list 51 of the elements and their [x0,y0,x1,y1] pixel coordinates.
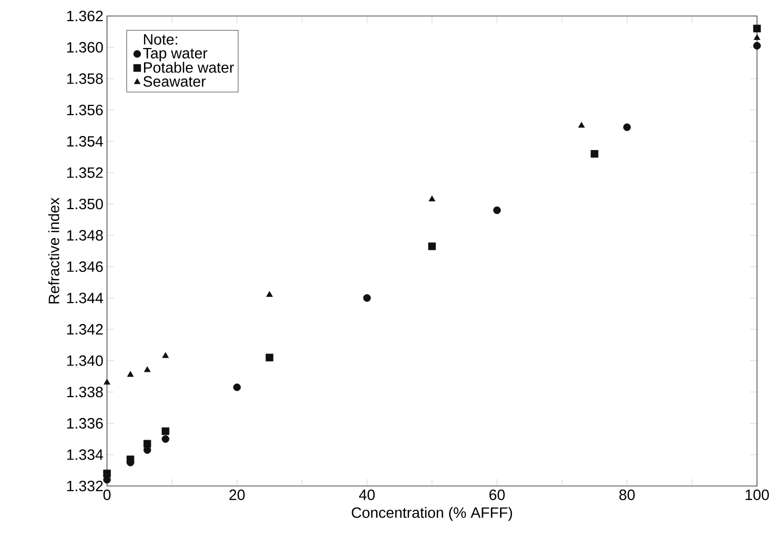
point [493,206,501,214]
point [266,354,274,362]
y-tick-label: 1.346 [67,261,103,272]
point [162,352,169,358]
point [126,456,134,464]
y-tick-label: 1.356 [67,104,103,116]
y-tick-label: 1.350 [67,198,103,210]
point [127,370,134,377]
legend-label: Potable water [144,62,234,73]
x-tick-label: 0 [103,490,111,500]
point [144,440,152,448]
point [753,42,761,50]
x-tick-label: 60 [489,490,505,500]
legend-title: Note: [144,34,178,45]
y-tick-label: 1.338 [67,386,103,398]
y-tick-label: 1.354 [67,136,104,147]
point [578,122,585,128]
x-tick-label: 40 [359,490,375,500]
legend-label: Tap water [143,48,208,62]
y-tick-label: 1.344 [67,292,104,304]
point [590,150,598,158]
y-tick-label: 1.340 [67,355,103,366]
legend-label: Seawater [143,76,206,87]
point [428,195,436,202]
point [428,242,436,250]
x-tick-label: 20 [229,490,245,500]
point [266,291,273,297]
y-tick-label: 1.336 [67,418,103,429]
y-tick-label: 1.334 [67,449,104,460]
point [753,24,761,32]
y-tick-label: 1.342 [67,324,103,335]
x-tick-label: 100 [746,490,769,500]
point [162,435,170,443]
y-tick-label: 1.362 [67,10,103,22]
point [363,294,371,302]
point [144,446,152,454]
point [233,384,241,392]
y-tick-label: 1.358 [67,73,103,84]
point [623,123,631,132]
point [144,366,151,372]
y-tick-label: 1.360 [67,42,103,53]
x-axis-title: Concentration (% AFFF) [352,506,512,521]
y-axis-title: Refractive index [48,198,60,304]
point [103,470,111,478]
y-tick-label: 1.352 [67,167,103,178]
y-tick-label: 1.332 [67,480,103,492]
x-tick-label: 80 [619,490,635,500]
point [754,34,760,40]
point [104,378,110,385]
y-tick-label: 1.348 [67,230,103,241]
point [162,427,170,435]
